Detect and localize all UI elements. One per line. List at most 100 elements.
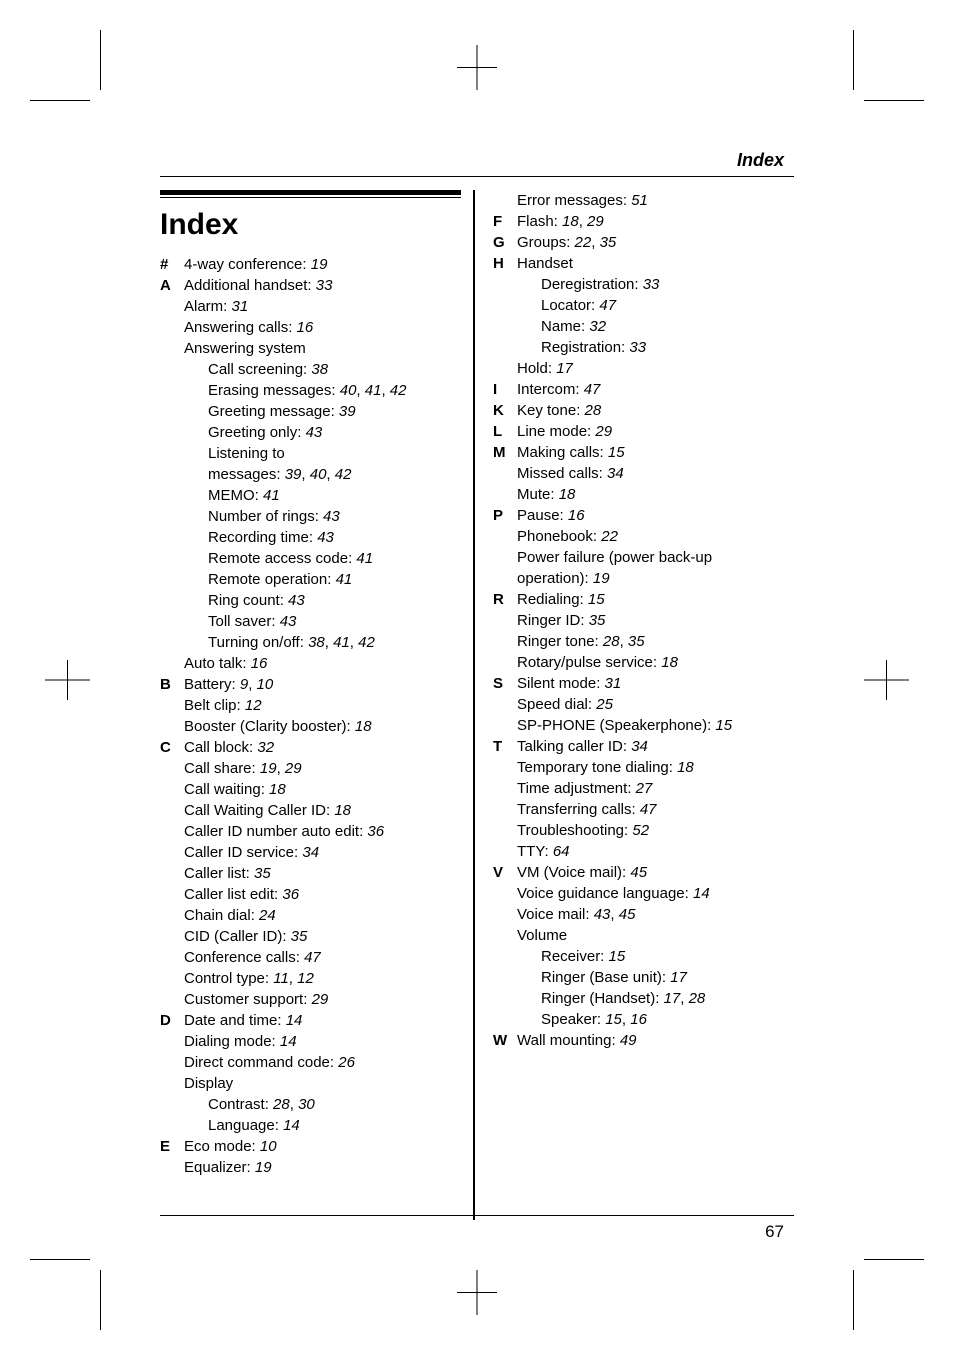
- index-entry-text: Troubleshooting: 52: [517, 820, 794, 841]
- index-entry: WWall mounting: 49: [493, 1030, 794, 1051]
- index-entry: Caller ID number auto edit: 36: [160, 821, 461, 842]
- index-entry-text: Caller list edit: 36: [184, 884, 461, 905]
- index-entry: Direct command code: 26: [160, 1052, 461, 1073]
- index-entry-text: Alarm: 31: [184, 296, 461, 317]
- index-letter: B: [160, 674, 184, 695]
- index-entry-text: Key tone: 28: [517, 400, 794, 421]
- index-entry: Receiver: 15: [493, 946, 794, 967]
- index-entry-text: Number of rings: 43: [184, 506, 461, 527]
- index-entry: Ringer tone: 28, 35: [493, 631, 794, 652]
- index-entry: Answering calls: 16: [160, 317, 461, 338]
- index-entry: FFlash: 18, 29: [493, 211, 794, 232]
- index-entry: Dialing mode: 14: [160, 1031, 461, 1052]
- crop-mark: [100, 1270, 101, 1330]
- index-entry: SP-PHONE (Speakerphone): 15: [493, 715, 794, 736]
- index-entry-text: Control type: 11, 12: [184, 968, 461, 989]
- index-entry-text: TTY: 64: [517, 841, 794, 862]
- index-entry: Ringer ID: 35: [493, 610, 794, 631]
- header-rule: [160, 176, 794, 177]
- index-entry-text: Ringer (Handset): 17, 28: [517, 988, 794, 1009]
- index-entry: Call waiting: 18: [160, 779, 461, 800]
- index-title: Index: [160, 204, 461, 246]
- index-entry-text: Greeting message: 39: [184, 401, 461, 422]
- index-entry-text: Handset: [517, 253, 794, 274]
- index-entry: operation): 19: [493, 568, 794, 589]
- index-entry: Belt clip: 12: [160, 695, 461, 716]
- index-entry-text: Chain dial: 24: [184, 905, 461, 926]
- index-entry-text: Speaker: 15, 16: [517, 1009, 794, 1030]
- index-entry: Error messages: 51: [493, 190, 794, 211]
- index-entry: DDate and time: 14: [160, 1010, 461, 1031]
- left-entries: #4-way conference: 19AAdditional handset…: [160, 254, 461, 1178]
- index-entry-text: Caller list: 35: [184, 863, 461, 884]
- running-head: Index: [737, 150, 784, 171]
- index-entry: Toll saver: 43: [160, 611, 461, 632]
- index-entry: Registration: 33: [493, 337, 794, 358]
- index-entry: Greeting message: 39: [160, 401, 461, 422]
- index-entry: Transferring calls: 47: [493, 799, 794, 820]
- index-letter: L: [493, 421, 517, 442]
- index-entry-text: Battery: 9, 10: [184, 674, 461, 695]
- index-entry-text: Eco mode: 10: [184, 1136, 461, 1157]
- index-entry-text: SP-PHONE (Speakerphone): 15: [517, 715, 794, 736]
- index-entry: MMaking calls: 15: [493, 442, 794, 463]
- index-entry-text: Deregistration: 33: [517, 274, 794, 295]
- index-letter: M: [493, 442, 517, 463]
- index-entry-text: Date and time: 14: [184, 1010, 461, 1031]
- index-entry: Voice guidance language: 14: [493, 883, 794, 904]
- page-number: 67: [765, 1222, 784, 1242]
- index-entry-text: Ring count: 43: [184, 590, 461, 611]
- index-entry: TTY: 64: [493, 841, 794, 862]
- index-entry: Caller list: 35: [160, 863, 461, 884]
- index-entry: AAdditional handset: 33: [160, 275, 461, 296]
- index-entry-text: Making calls: 15: [517, 442, 794, 463]
- index-letter: I: [493, 379, 517, 400]
- index-entry: Missed calls: 34: [493, 463, 794, 484]
- crop-mark: [100, 30, 101, 90]
- index-entry-text: Talking caller ID: 34: [517, 736, 794, 757]
- index-letter: #: [160, 254, 184, 275]
- index-entry: GGroups: 22, 35: [493, 232, 794, 253]
- crop-mark: [864, 1259, 924, 1260]
- index-letter: S: [493, 673, 517, 694]
- right-column: Error messages: 51FFlash: 18, 29GGroups:…: [475, 190, 794, 1220]
- content-area: Index #4-way conference: 19AAdditional h…: [160, 190, 794, 1220]
- index-entry: SSilent mode: 31: [493, 673, 794, 694]
- index-entry-text: Booster (Clarity booster): 18: [184, 716, 461, 737]
- index-letter: H: [493, 253, 517, 274]
- index-entry: Chain dial: 24: [160, 905, 461, 926]
- index-entry-text: Call screening: 38: [184, 359, 461, 380]
- index-entry-text: Transferring calls: 47: [517, 799, 794, 820]
- index-entry-text: Dialing mode: 14: [184, 1031, 461, 1052]
- title-rule: [160, 197, 461, 198]
- crop-mark: [457, 1292, 497, 1293]
- index-letter: A: [160, 275, 184, 296]
- index-entry-text: Equalizer: 19: [184, 1157, 461, 1178]
- index-entry: Call screening: 38: [160, 359, 461, 380]
- index-entry: CCall block: 32: [160, 737, 461, 758]
- index-entry-text: Remote access code: 41: [184, 548, 461, 569]
- index-entry: Ringer (Handset): 17, 28: [493, 988, 794, 1009]
- index-entry: Contrast: 28, 30: [160, 1094, 461, 1115]
- index-entry-text: Line mode: 29: [517, 421, 794, 442]
- index-entry-text: Flash: 18, 29: [517, 211, 794, 232]
- index-entry-text: Pause: 16: [517, 505, 794, 526]
- index-entry-text: Speed dial: 25: [517, 694, 794, 715]
- index-entry-text: Caller ID service: 34: [184, 842, 461, 863]
- crop-mark: [853, 1270, 854, 1330]
- index-entry: Voice mail: 43, 45: [493, 904, 794, 925]
- index-entry: Hold: 17: [493, 358, 794, 379]
- index-entry-text: Intercom: 47: [517, 379, 794, 400]
- index-entry-text: Registration: 33: [517, 337, 794, 358]
- index-entry: Deregistration: 33: [493, 274, 794, 295]
- index-entry: Caller list edit: 36: [160, 884, 461, 905]
- right-entries: Error messages: 51FFlash: 18, 29GGroups:…: [493, 190, 794, 1051]
- left-column: Index #4-way conference: 19AAdditional h…: [160, 190, 475, 1220]
- index-entry-text: Auto talk: 16: [184, 653, 461, 674]
- index-letter: W: [493, 1030, 517, 1051]
- index-entry: LLine mode: 29: [493, 421, 794, 442]
- title-rule: [160, 190, 461, 195]
- index-entry-text: Turning on/off: 38, 41, 42: [184, 632, 461, 653]
- index-entry-text: Error messages: 51: [517, 190, 794, 211]
- crop-mark: [853, 30, 854, 90]
